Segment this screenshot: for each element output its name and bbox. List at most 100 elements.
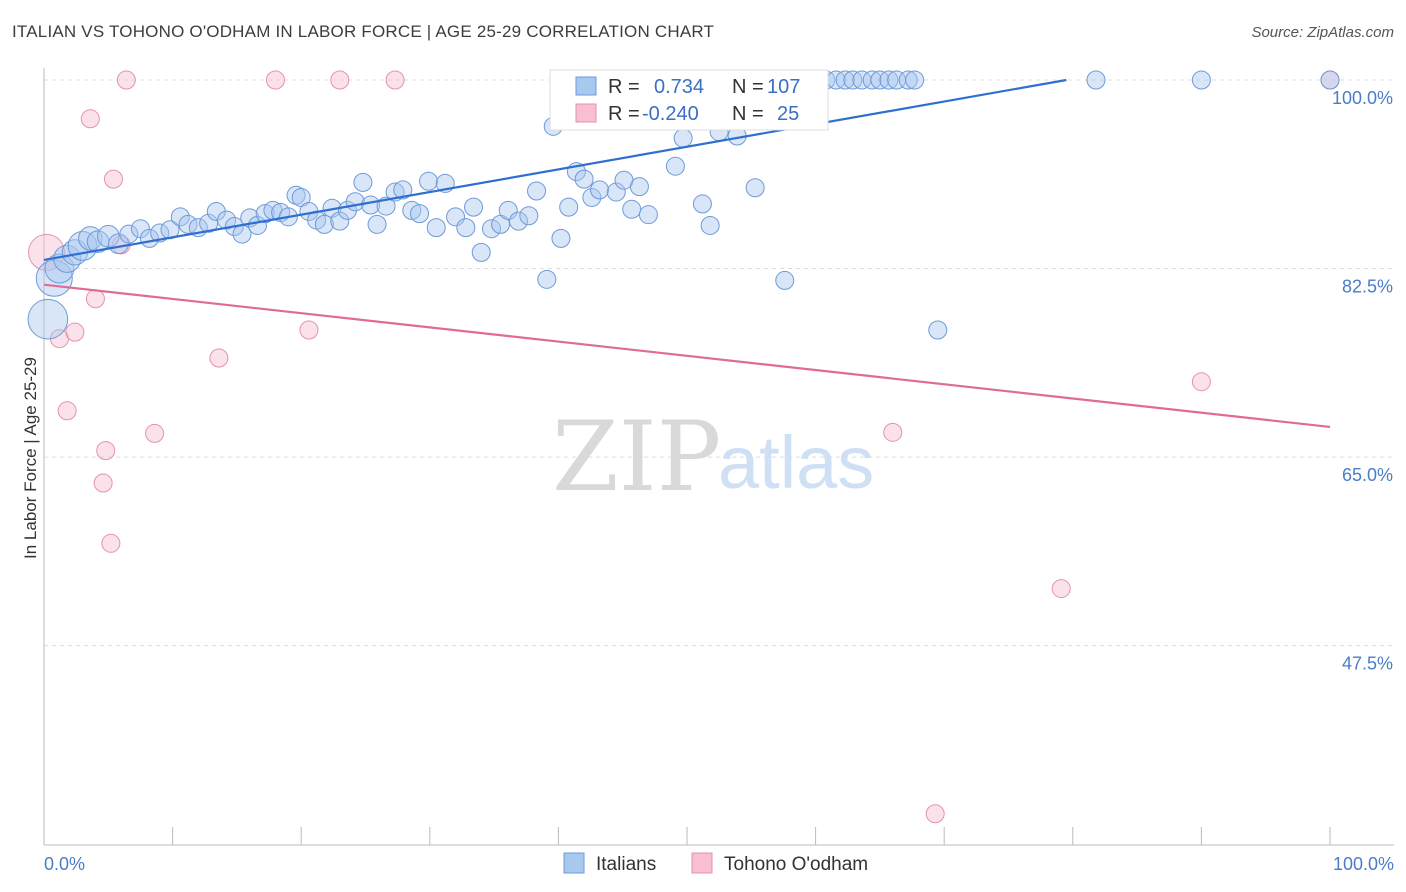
- trend-lines: [43, 78, 1331, 429]
- italians-point-50: [456, 218, 476, 238]
- bottom-legend-swatch-tohono: [691, 852, 713, 874]
- italians-point-46: [419, 171, 439, 191]
- italians-point-47: [426, 218, 446, 238]
- italians-point-56: [509, 211, 529, 231]
- italians-point-6: [78, 226, 103, 251]
- italians-point-76: [673, 128, 693, 148]
- tohono-point-9: [103, 169, 123, 189]
- italians-point-58: [527, 181, 547, 201]
- italians-point-33: [314, 214, 334, 234]
- italians-point-18: [199, 213, 219, 233]
- y-axis-label: In Labor Force | Age 25-29: [21, 357, 40, 559]
- italians-point-35: [330, 211, 350, 231]
- y-tick-label-2: 82.5%: [1342, 277, 1393, 297]
- legend-n-label-italians: N =: [732, 76, 764, 98]
- tohono-point-17: [385, 70, 405, 90]
- watermark-atlas: atlas: [718, 421, 874, 504]
- legend-r-value-tohono: -0.240: [642, 103, 699, 125]
- italians-point-61: [551, 228, 571, 248]
- legend-r-label-tohono: R =: [608, 103, 640, 125]
- italians-point-62: [559, 197, 579, 217]
- tohono-point-2: [57, 401, 77, 421]
- italians-point-104: [1086, 70, 1106, 90]
- italians-point-75: [665, 156, 685, 176]
- tohono-point-7: [96, 441, 116, 461]
- legend-n-value-italians: 107: [767, 76, 800, 98]
- tohono-point-14: [265, 70, 285, 90]
- stats-legend: R = 0.734 N = 107 R = -0.240 N = 25: [549, 69, 829, 131]
- y-tick-label-3: 100.0%: [1332, 88, 1393, 108]
- italians-point-102: [928, 320, 948, 340]
- italians-point-71: [629, 177, 649, 197]
- italians-point-64: [574, 169, 594, 189]
- italians-point-57: [519, 206, 539, 226]
- bottom-legend-label-tohono: Tohono O'odham: [724, 854, 868, 875]
- italians-point-44: [402, 200, 422, 220]
- tohono-point-6: [93, 473, 113, 493]
- legend-n-value-tohono: 25: [777, 103, 799, 125]
- tohono-point-20: [1051, 579, 1071, 599]
- italians-point-43: [393, 180, 413, 200]
- italians-point-106: [1320, 70, 1340, 90]
- tohono-point-4: [80, 109, 100, 129]
- italians-point-84: [745, 178, 765, 198]
- tohono-point-12: [145, 423, 165, 443]
- italians-point-105: [1191, 70, 1211, 90]
- y-tick-label-1: 65.0%: [1342, 465, 1393, 485]
- italians-point-0: [27, 298, 69, 340]
- italians-point-51: [464, 197, 484, 217]
- tohono-point-13: [209, 348, 229, 368]
- italians-point-72: [638, 205, 658, 225]
- italians-trend-line: [43, 78, 1067, 262]
- italians-point-101: [898, 70, 918, 90]
- italians-point-70: [622, 199, 642, 219]
- italians-point-40: [367, 214, 387, 234]
- series-legend: Italians Tohono O'odham: [563, 852, 868, 875]
- italians-point-25: [255, 204, 275, 224]
- tohono-point-8: [101, 533, 121, 553]
- source-label: Source: ZipAtlas.com: [1251, 24, 1394, 41]
- grid-lines: [44, 79, 1394, 647]
- italians-point-103: [905, 70, 925, 90]
- italians-point-8: [97, 224, 120, 248]
- italians-point-37: [345, 192, 365, 212]
- legend-r-value-italians: 0.734: [654, 76, 704, 98]
- tohono-point-11: [116, 70, 136, 90]
- x-tick-label-0: 0.0%: [44, 854, 85, 874]
- italians-point-97: [862, 70, 882, 90]
- italians-point-99: [879, 70, 899, 90]
- tohono-point-0: [28, 233, 66, 271]
- bottom-legend-label-italians: Italians: [596, 854, 656, 875]
- italians-point-66: [590, 180, 610, 200]
- tohono-point-5: [85, 289, 105, 309]
- italians-point-20: [217, 210, 237, 230]
- italians-point-79: [700, 215, 720, 235]
- italians-point-59: [537, 269, 557, 289]
- italians-point-13: [150, 223, 170, 243]
- italians-point-78: [692, 194, 712, 214]
- legend-swatch-italians: [575, 76, 597, 96]
- tohono-point-15: [299, 320, 319, 340]
- italians-point-15: [170, 207, 190, 227]
- italians-point-53: [482, 219, 502, 239]
- tohono-point-16: [330, 70, 350, 90]
- italians-point-10: [119, 224, 139, 244]
- italians-point-68: [606, 182, 626, 202]
- y-axis-tick-labels: 47.5% 65.0% 82.5% 100.0%: [1332, 88, 1393, 674]
- italians-point-5: [67, 231, 98, 261]
- italians-point-87: [775, 270, 795, 290]
- tohono-point-19: [925, 804, 945, 824]
- italians-point-45: [410, 204, 430, 224]
- tohono-point-21: [1191, 372, 1211, 392]
- tohono-points: [28, 70, 1340, 824]
- tohono-point-3: [65, 322, 85, 342]
- legend-r-label-italians: R =: [608, 76, 640, 98]
- bottom-legend-swatch-italians: [563, 852, 585, 874]
- tohono-point-18: [883, 422, 903, 442]
- legend-n-label-tohono: N =: [732, 103, 764, 125]
- italians-point-65: [582, 187, 602, 207]
- italians-point-52: [471, 242, 491, 262]
- italians-point-16: [178, 214, 198, 234]
- x-axis-ticks: [43, 827, 1331, 845]
